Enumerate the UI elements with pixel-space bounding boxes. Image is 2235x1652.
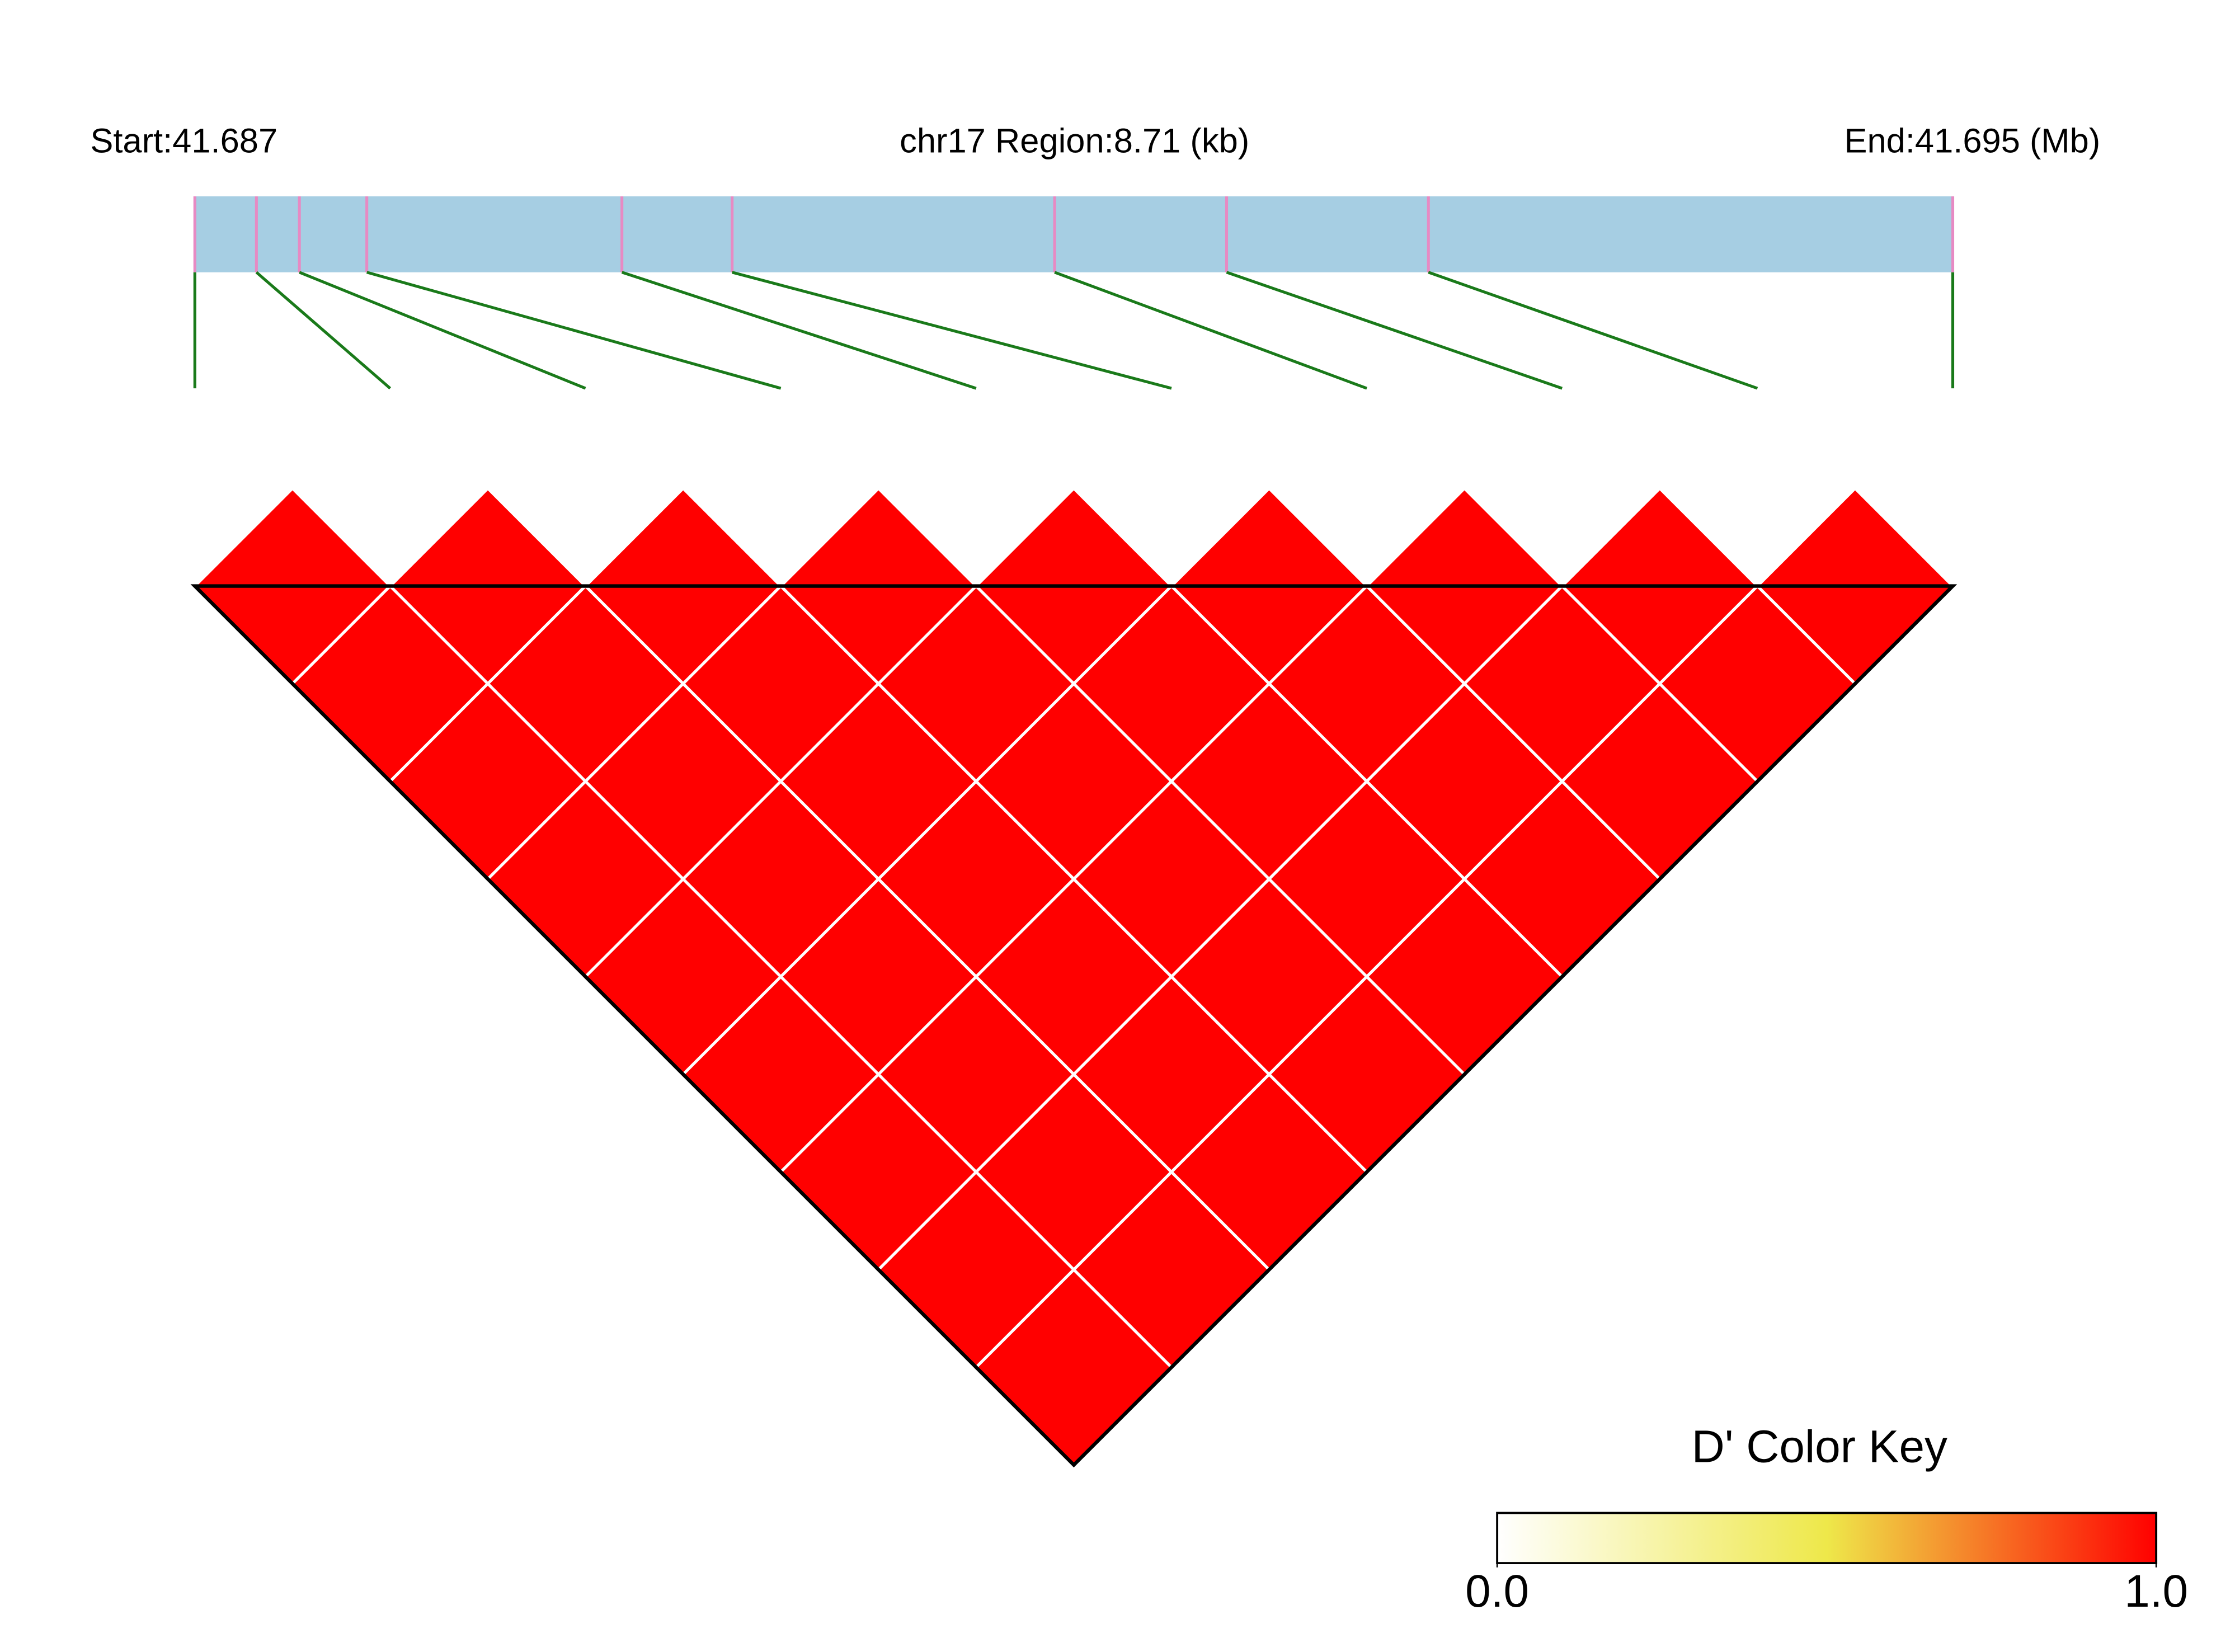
snp-connector <box>366 271 782 390</box>
color-key <box>1496 1512 2158 1565</box>
end-label: End:41.695 (Mb) <box>1845 121 2101 160</box>
color-key-title: D' Color Key <box>1692 1421 1947 1472</box>
snp-connector <box>1226 271 1563 390</box>
snp-connector <box>731 271 1172 390</box>
key-tick-label: 1.0 <box>2124 1566 2188 1617</box>
region-bar <box>195 196 1953 272</box>
snp-connector <box>299 271 586 390</box>
snp-connector <box>1054 271 1367 390</box>
snp-connector <box>621 271 977 390</box>
region-label: chr17 Region:8.71 (kb) <box>900 121 1249 160</box>
key-tick-label: 0.0 <box>1465 1566 1529 1617</box>
triangle-outline <box>190 584 1958 1468</box>
snp-connector <box>255 271 392 390</box>
start-label: Start:41.687 <box>90 121 277 160</box>
snp-connector <box>1428 271 1758 390</box>
